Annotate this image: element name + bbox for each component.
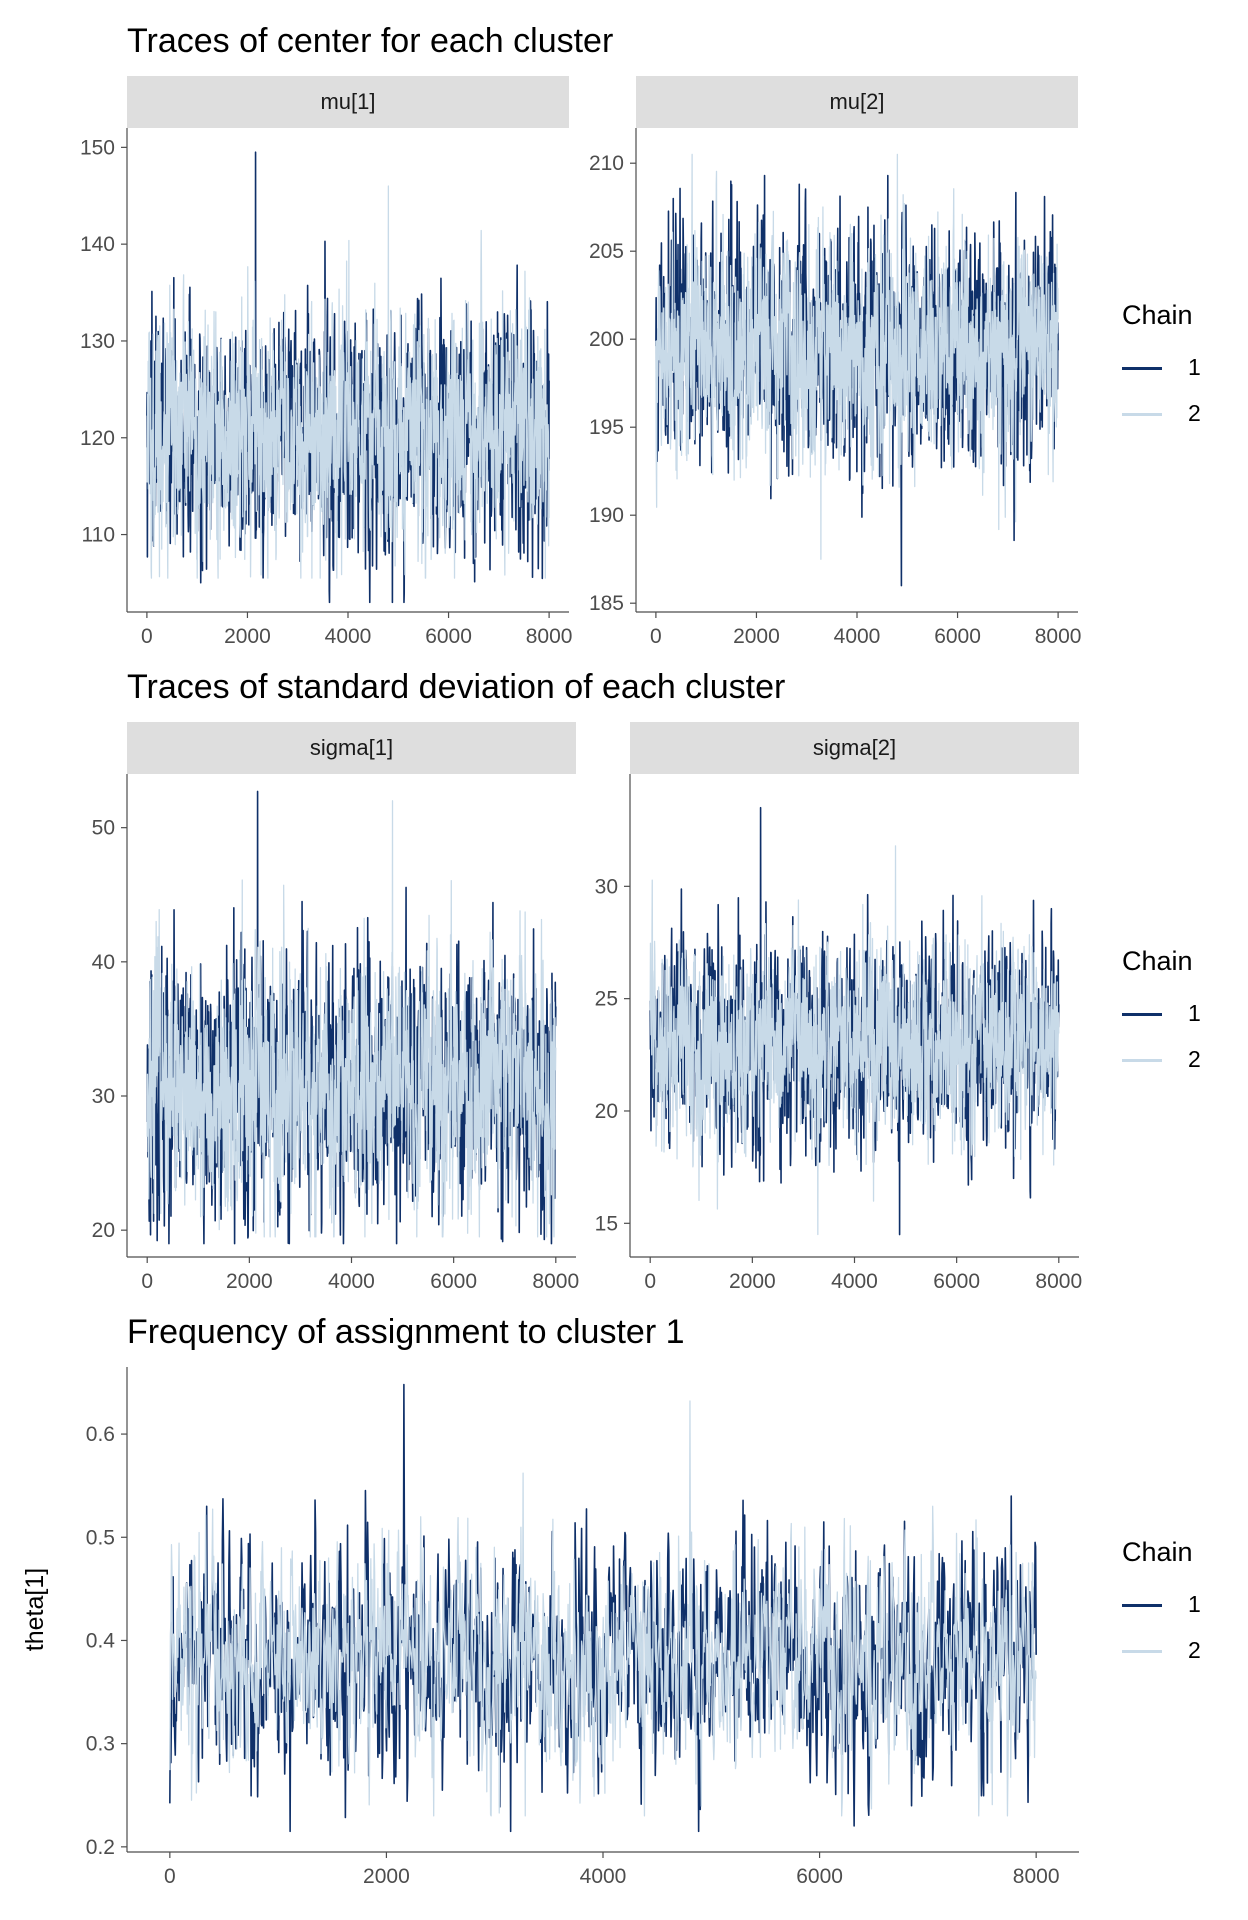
legend-label-chain-1: 1 [1188, 354, 1201, 380]
panel-sigma2: 15 20 25 30 0 2000 4000 6000 8000 [595, 774, 1082, 1293]
x-tick-label: 2000 [224, 625, 271, 648]
section-title-sds: Traces of standard deviation of each clu… [127, 668, 786, 706]
x-tick-label: 6000 [934, 625, 981, 648]
section-title-centers: Traces of center for each cluster [127, 22, 614, 60]
y-tick-label: 130 [80, 330, 115, 353]
x-tick-label: 4000 [831, 1270, 878, 1293]
legend-title: Chain [1122, 946, 1193, 976]
x-tick-label: 0 [644, 1270, 656, 1293]
panel-mu1: 110 120 130 140 150 0 2000 4000 6000 8000 [80, 128, 573, 648]
y-tick-label: 120 [80, 427, 115, 450]
x-tick-label: 8000 [1013, 1865, 1060, 1888]
x-tick-label: 0 [164, 1865, 176, 1888]
x-tick-label: 4000 [325, 625, 372, 648]
y-tick-label: 15 [595, 1212, 618, 1235]
x-tick-label: 0 [650, 625, 662, 648]
trace-chain-2 [649, 845, 1060, 1236]
y-tick-label: 20 [595, 1100, 618, 1123]
x-tick-label: 4000 [328, 1270, 375, 1293]
y-tick-label: 205 [589, 240, 624, 263]
legend-key-chain-1 [1122, 367, 1162, 370]
legend-label-chain-2: 2 [1188, 1046, 1201, 1072]
x-tick-label: 2000 [733, 625, 780, 648]
x-tick-label: 8000 [1035, 1270, 1082, 1293]
x-tick-label: 2000 [226, 1270, 273, 1293]
y-tick-label: 210 [589, 152, 624, 175]
y-tick-label: 0.4 [86, 1629, 116, 1652]
legend-key-chain-2 [1122, 413, 1162, 416]
x-tick-label: 8000 [1035, 625, 1082, 648]
x-tick-label: 8000 [526, 625, 573, 648]
x-tick-label: 6000 [425, 625, 472, 648]
facet-strip-mu2: mu[2] [636, 76, 1078, 128]
y-tick-label: 190 [589, 504, 624, 527]
legend-label-chain-2: 2 [1188, 400, 1201, 426]
legend-sds: Chain 1 2 [1122, 946, 1232, 1076]
x-tick-label: 6000 [430, 1270, 477, 1293]
legend-title: Chain [1122, 300, 1193, 330]
trace-chain-2 [146, 185, 550, 579]
y-tick-label: 110 [82, 524, 115, 547]
y-tick-label: 140 [80, 233, 115, 256]
panel-sigma1: 20 30 40 50 0 2000 4000 6000 8000 [92, 774, 579, 1293]
legend-key-chain-1 [1122, 1604, 1162, 1607]
legend-frequency: Chain 1 2 [1122, 1537, 1232, 1667]
y-tick-label: 195 [589, 416, 624, 439]
y-tick-label: 0.3 [86, 1733, 115, 1756]
legend-key-chain-2 [1122, 1650, 1162, 1653]
facet-strip-sigma1: sigma[1] [127, 722, 576, 774]
y-tick-label: 30 [92, 1085, 115, 1108]
legend-label-chain-2: 2 [1188, 1637, 1201, 1663]
y-tick-label: 0.2 [86, 1836, 115, 1859]
legend-key-chain-1 [1122, 1013, 1162, 1016]
y-tick-label: 20 [92, 1219, 115, 1242]
y-tick-label: 0.6 [86, 1423, 115, 1446]
y-tick-label: 25 [595, 988, 618, 1011]
x-tick-label: 6000 [933, 1270, 980, 1293]
legend-centers: Chain 1 2 [1122, 300, 1232, 430]
trace-chain-2 [146, 800, 557, 1238]
x-tick-label: 0 [141, 1270, 153, 1293]
facet-strip-sigma2: sigma[2] [630, 722, 1079, 774]
y-tick-label: 200 [589, 328, 624, 351]
legend-label-chain-1: 1 [1188, 1000, 1201, 1026]
x-tick-label: 2000 [729, 1270, 776, 1293]
y-tick-label: 30 [595, 875, 618, 898]
section-title-frequency: Frequency of assignment to cluster 1 [127, 1313, 685, 1351]
x-tick-label: 8000 [532, 1270, 579, 1293]
x-tick-label: 4000 [580, 1865, 627, 1888]
trace-chain-2 [655, 153, 1059, 560]
y-axis-title: theta[1] [21, 1568, 49, 1651]
y-tick-label: 0.5 [86, 1526, 115, 1549]
legend-key-chain-2 [1122, 1059, 1162, 1062]
x-tick-label: 0 [141, 625, 153, 648]
legend-label-chain-1: 1 [1188, 1591, 1201, 1617]
y-tick-label: 185 [589, 592, 624, 615]
panel-mu2: 185 190 195 200 205 210 0 2000 4000 6000 8000 [589, 128, 1082, 648]
trace-chain-1 [146, 790, 557, 1245]
x-tick-label: 4000 [834, 625, 881, 648]
facet-strip-mu1: mu[1] [127, 76, 569, 128]
y-tick-label: 40 [92, 951, 115, 974]
x-tick-label: 2000 [363, 1865, 410, 1888]
legend-title: Chain [1122, 1537, 1193, 1567]
panel-theta1: 0.2 0.3 0.4 0.5 0.6 0 2000 4000 6000 8000 theta[1] [21, 1367, 1079, 1888]
x-tick-label: 6000 [796, 1865, 843, 1888]
y-tick-label: 50 [92, 817, 115, 840]
y-tick-label: 150 [80, 136, 115, 159]
trace-chain-2 [169, 1400, 1037, 1817]
